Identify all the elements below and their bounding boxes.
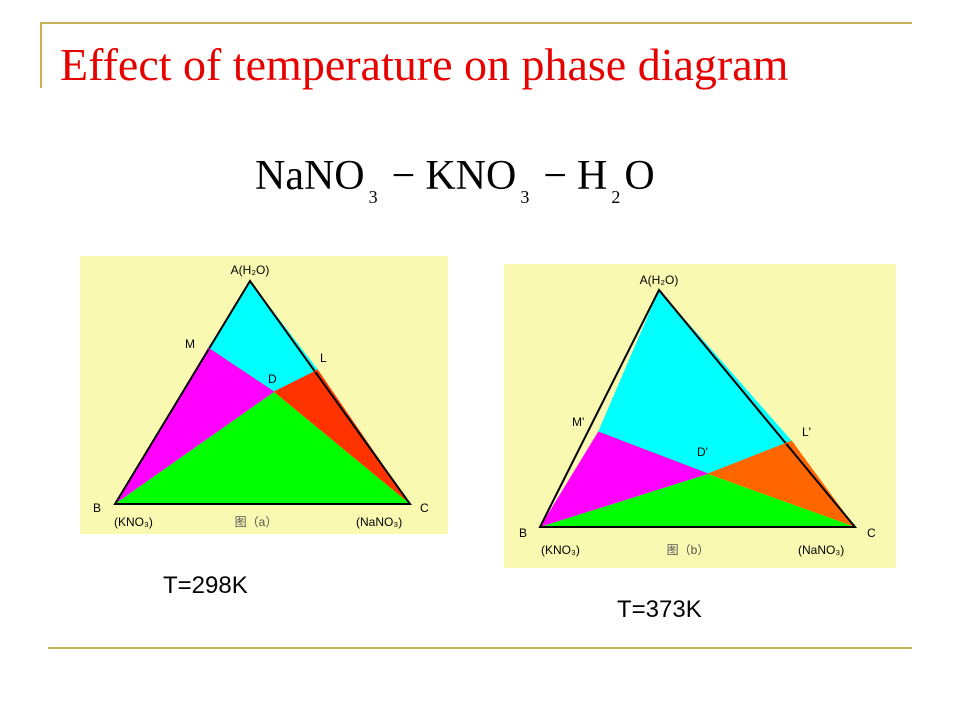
region-kno3-b — [540, 432, 708, 527]
vertex-b-label-a: B — [93, 501, 101, 515]
formula-dash-2: − — [543, 153, 568, 199]
species-nano3-label-a: (NaNO₃) — [356, 515, 402, 529]
tie-line-md-b — [597, 431, 709, 475]
formula-dash-1: − — [391, 153, 416, 199]
apex-label-b: A(H₂O) — [640, 273, 679, 287]
region-kno3-a — [115, 348, 274, 504]
phase-diagram-a-svg: A(H₂O) M L D B C (KNO₃) 图（a） (NaNO₃) — [93, 263, 429, 529]
slide-title: Effect of temperature on phase diagram — [60, 39, 789, 90]
triangle-outline-a — [113, 279, 412, 505]
point-d-prime-label: D' — [697, 445, 708, 459]
species-kno3-label-a: (KNO₃) — [114, 515, 153, 529]
region-double-salt-b — [540, 474, 855, 527]
region-unsaturated-a — [208, 281, 318, 392]
left-rule — [40, 22, 42, 88]
vertex-c-label-a: C — [420, 501, 429, 515]
point-l-label: L — [320, 351, 327, 365]
phase-diagram-b: A(H₂O) M' L' D' B C (KNO₃) 图（b） (NaNO₃) — [504, 264, 896, 568]
vertex-c-label-b: C — [867, 526, 876, 540]
point-m-label: M — [185, 337, 195, 351]
formula-nano3: NaNO — [255, 153, 365, 199]
point-l-prime-label: L' — [802, 425, 811, 439]
temperature-label-b: T=373K — [617, 596, 702, 623]
region-double-salt-a — [115, 392, 410, 504]
top-rule — [40, 22, 912, 24]
temperature-label-a: T=298K — [163, 572, 248, 599]
point-m-prime-label: M' — [572, 415, 584, 429]
formula-h: H — [577, 153, 608, 199]
species-kno3-label-b: (KNO₃) — [541, 543, 580, 557]
formula-sub-2: 3 — [520, 187, 530, 207]
region-nano3-a — [274, 370, 410, 504]
vertex-b-label-b: B — [519, 526, 527, 540]
phase-diagram-b-svg: A(H₂O) M' L' D' B C (KNO₃) 图（b） (NaNO₃) — [519, 273, 876, 557]
formula-kno3: KNO — [425, 153, 517, 199]
formula-o: O — [624, 153, 655, 199]
region-nano3-b — [708, 441, 855, 527]
tie-line-md-a — [207, 347, 275, 393]
region-unsaturated-b — [598, 290, 792, 474]
tie-line-ld-b — [707, 440, 793, 475]
apex-label-a: A(H₂O) — [231, 263, 270, 277]
figure-caption-b: 图（b） — [667, 543, 710, 557]
phase-diagram-a: A(H₂O) M L D B C (KNO₃) 图（a） (NaNO₃) — [80, 256, 448, 534]
species-nano3-label-b: (NaNO₃) — [798, 543, 844, 557]
bottom-rule — [48, 647, 912, 649]
figure-caption-a: 图（a） — [235, 515, 278, 529]
formula-sub-3: 2 — [611, 187, 621, 207]
chemical-system-formula: NaNO 3− KNO 3− H 2O — [255, 152, 655, 208]
formula-sub-1: 3 — [368, 187, 378, 207]
triangle-outline-b — [538, 288, 858, 528]
tie-line-ld-a — [273, 369, 319, 393]
point-d-label: D — [268, 372, 277, 386]
